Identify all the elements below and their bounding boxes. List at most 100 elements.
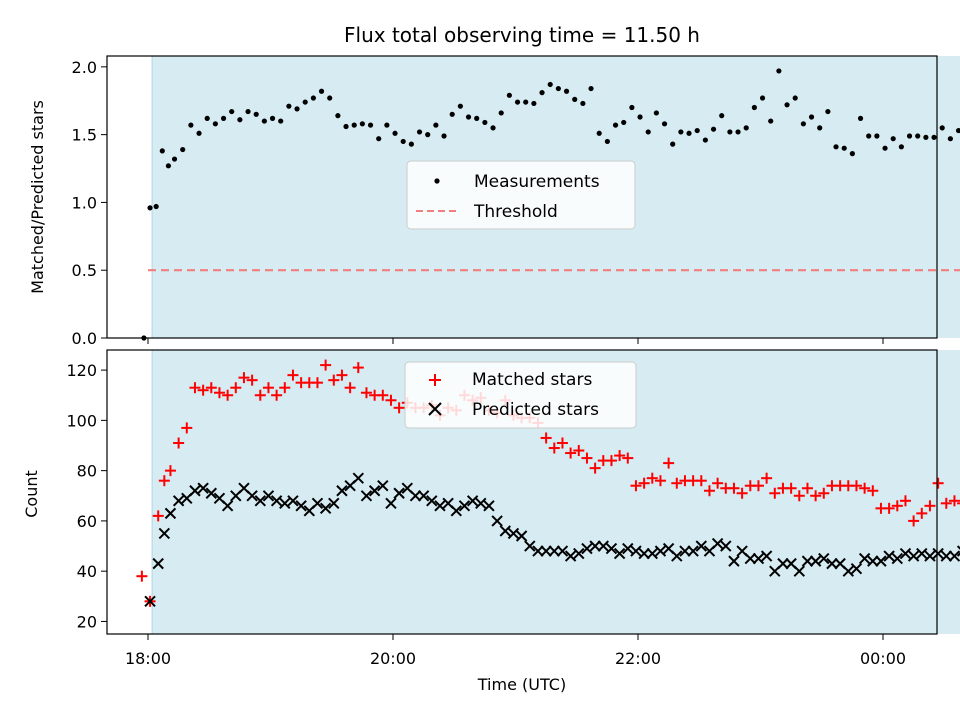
matched-point-3 (158, 475, 170, 487)
predicted-point-52 (564, 550, 577, 562)
matched-point-80 (785, 482, 797, 494)
measurement-point-57 (596, 130, 602, 136)
predicted-point-27 (360, 490, 373, 502)
measurement-point-84 (817, 125, 823, 131)
matched-point-53 (565, 447, 577, 459)
measurement-point-60 (621, 119, 627, 126)
matched-point-64 (654, 475, 666, 487)
predicted-point-29 (377, 480, 389, 492)
predicted-point-2 (158, 527, 171, 540)
matched-point-96 (916, 507, 928, 519)
measurement-point-38 (441, 133, 447, 139)
predicted-point-30 (385, 497, 397, 510)
predicted-point-47 (524, 540, 536, 552)
predicted-point-31 (393, 487, 405, 499)
predicted-point-10 (221, 500, 234, 512)
measurement-point-68 (686, 130, 692, 136)
top-y-axis-label: Matched/Predicted stars (28, 100, 47, 294)
matched-point-24 (328, 374, 340, 386)
predicted-point-60 (630, 545, 642, 557)
predicted-point-70 (711, 537, 724, 550)
predicted-point-99 (948, 550, 960, 562)
matched-point-66 (671, 477, 683, 489)
predicted-point-45 (507, 527, 520, 540)
measurement-point-69 (694, 127, 700, 134)
measurement-point-89 (857, 115, 864, 121)
measurement-point-82 (800, 121, 806, 127)
measurement-point-41 (465, 114, 472, 120)
measurement-point-67 (678, 129, 684, 135)
measurement-point-29 (367, 122, 374, 128)
matched-point-19 (287, 369, 299, 381)
measurement-point-14 (245, 108, 251, 115)
predicted-point-87 (850, 562, 863, 575)
predicted-point-24 (336, 485, 348, 497)
matched-point-22 (311, 377, 323, 389)
predicted-point-43 (491, 515, 503, 527)
measurement-point-63 (645, 129, 651, 135)
predicted-point-67 (687, 545, 699, 557)
measurement-point-54 (572, 96, 578, 102)
measurement-point-13 (237, 117, 243, 123)
predicted-point-71 (720, 540, 732, 552)
top-ytick-label-1: 0.5 (72, 261, 97, 280)
predicted-point-53 (573, 547, 585, 560)
measurement-point-27 (351, 122, 357, 128)
measurement-point-86 (833, 144, 839, 150)
measurement-point-95 (906, 133, 913, 139)
predicted-point-57 (605, 542, 618, 555)
predicted-point-66 (679, 545, 691, 557)
predicted-point-97 (932, 547, 944, 560)
matched-point-88 (850, 480, 862, 492)
matched-point-61 (630, 480, 642, 492)
matched-point-0 (136, 570, 148, 582)
predicted-point-55 (589, 540, 601, 552)
predicted-point-46 (515, 530, 528, 542)
measurement-point-83 (808, 114, 815, 120)
matched-point-17 (271, 389, 283, 401)
predicted-point-3 (164, 507, 177, 520)
predicted-point-6 (189, 485, 201, 497)
predicted-point-92 (891, 552, 903, 565)
matched-point-92 (883, 502, 895, 514)
measurement-point-45 (498, 110, 504, 116)
measurement-point-44 (490, 125, 496, 131)
predicted-point-93 (899, 547, 912, 560)
measurements-series (141, 68, 960, 341)
measurement-point-80 (784, 102, 790, 108)
bottom-ytick-label-3: 80 (77, 462, 97, 481)
measurement-point-61 (629, 104, 635, 111)
top-ytick-label-3: 1.5 (72, 126, 97, 145)
predicted-point-18 (287, 495, 299, 507)
matched-point-78 (769, 487, 781, 499)
matched-point-4 (164, 465, 176, 477)
matched-point-62 (638, 477, 650, 489)
measurement-point-31 (384, 122, 390, 128)
matched-point-58 (605, 455, 617, 467)
matched-point-9 (205, 382, 217, 394)
measurement-point-35 (416, 129, 423, 135)
predicted-point-58 (613, 547, 626, 560)
ratio-panel: 0.00.51.01.52.0 Matched/Predicted stars … (28, 55, 960, 348)
measurement-point-22 (310, 95, 316, 101)
predicted-point-7 (197, 482, 209, 494)
matched-point-50 (540, 432, 552, 444)
measurement-point-36 (425, 132, 431, 138)
measurement-point-79 (776, 68, 782, 74)
measurement-point-76 (751, 104, 757, 111)
measurement-point-78 (768, 118, 774, 124)
measurement-point-11 (220, 115, 227, 121)
predicted-point-0 (144, 595, 156, 608)
predicted-point-94 (907, 550, 920, 562)
matched-point-100 (948, 495, 960, 507)
predicted-point-83 (818, 552, 830, 565)
matched-point-59 (614, 450, 626, 462)
measurement-point-50 (539, 90, 545, 96)
measurement-point-34 (408, 141, 414, 147)
predicted-point-42 (483, 500, 495, 512)
predicted-point-96 (924, 550, 936, 562)
measurement-point-62 (637, 114, 643, 120)
predicted-point-61 (638, 547, 650, 560)
